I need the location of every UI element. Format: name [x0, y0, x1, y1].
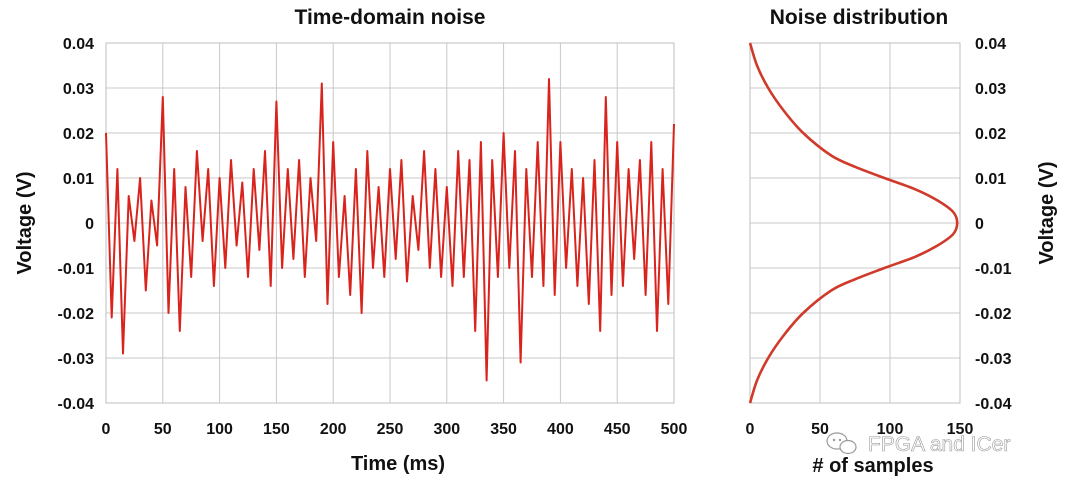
distribution-title: Noise distribution [770, 6, 949, 29]
x-tick-label: 50 [811, 421, 829, 438]
y-tick-label: 0.04 [63, 36, 94, 53]
time-domain-plot-frame [105, 42, 675, 404]
y-tick-label: -0.03 [975, 351, 1012, 368]
x-tick-label: 300 [433, 421, 460, 438]
distribution-grid [749, 42, 961, 404]
time-domain-y-label: Voltage (V) [14, 172, 36, 275]
y-tick-label: -0.04 [975, 396, 1012, 413]
y-tick-label: 0.02 [63, 126, 94, 143]
time-domain-chart: Time-domain noise 0.04 0.03 0.02 0.01 0 -0.01… [14, 6, 687, 475]
time-domain-y-ticks: 0.04 0.03 0.02 0.01 0 -0.01 -0.02 -0.03 -0.04 [58, 36, 95, 413]
distribution-y-label: Voltage (V) [1036, 162, 1058, 265]
distribution-x-ticks: 0 50 100 150 [746, 421, 974, 438]
x-tick-label: 250 [377, 421, 404, 438]
x-tick-label: 100 [877, 421, 904, 438]
y-tick-label: -0.04 [58, 396, 95, 413]
y-tick-label: 0.02 [975, 126, 1006, 143]
y-tick-label: -0.02 [975, 306, 1012, 323]
x-tick-label: 150 [947, 421, 974, 438]
distribution-y-ticks: 0.04 0.03 0.02 0.01 0 -0.01 -0.02 -0.03 -0.04 [975, 36, 1012, 413]
y-tick-label: 0.01 [975, 171, 1006, 188]
distribution-curve [748, 42, 959, 404]
y-tick-label: 0 [975, 216, 984, 233]
y-tick-label: -0.02 [58, 306, 95, 323]
time-domain-grid [105, 42, 675, 404]
time-domain-title: Time-domain noise [295, 6, 486, 29]
x-tick-label: 50 [154, 421, 172, 438]
y-tick-label: -0.01 [58, 261, 95, 278]
y-tick-label: -0.01 [975, 261, 1012, 278]
distribution-x-label: # of samples [812, 455, 933, 477]
distribution-plot-frame [749, 42, 961, 404]
y-tick-label: 0.04 [975, 36, 1006, 53]
x-tick-label: 200 [320, 421, 347, 438]
noise-distribution-chart: Noise distribution 0.04 0.03 0.02 0.01 0 -0.0… [746, 6, 1058, 477]
x-tick-label: 350 [490, 421, 517, 438]
x-tick-label: 150 [263, 421, 290, 438]
y-tick-label: 0 [85, 216, 94, 233]
time-domain-x-label: Time (ms) [351, 453, 445, 475]
y-tick-label: 0.03 [63, 81, 94, 98]
watermark: FPGA and ICer [826, 432, 1011, 456]
x-tick-label: 500 [661, 421, 688, 438]
time-domain-x-ticks: 0 50 100 150 200 250 300 350 400 450 500 [102, 421, 688, 438]
x-tick-label: 450 [604, 421, 631, 438]
wechat-icon [826, 432, 857, 455]
time-domain-series-line [105, 78, 675, 382]
y-tick-label: 0.03 [975, 81, 1006, 98]
x-tick-label: 0 [746, 421, 755, 438]
y-tick-label: -0.03 [58, 351, 95, 368]
x-tick-label: 400 [547, 421, 574, 438]
x-tick-label: 0 [102, 421, 111, 438]
watermark-text: FPGA and ICer [868, 433, 1010, 456]
y-tick-label: 0.01 [63, 171, 94, 188]
x-tick-label: 100 [206, 421, 233, 438]
